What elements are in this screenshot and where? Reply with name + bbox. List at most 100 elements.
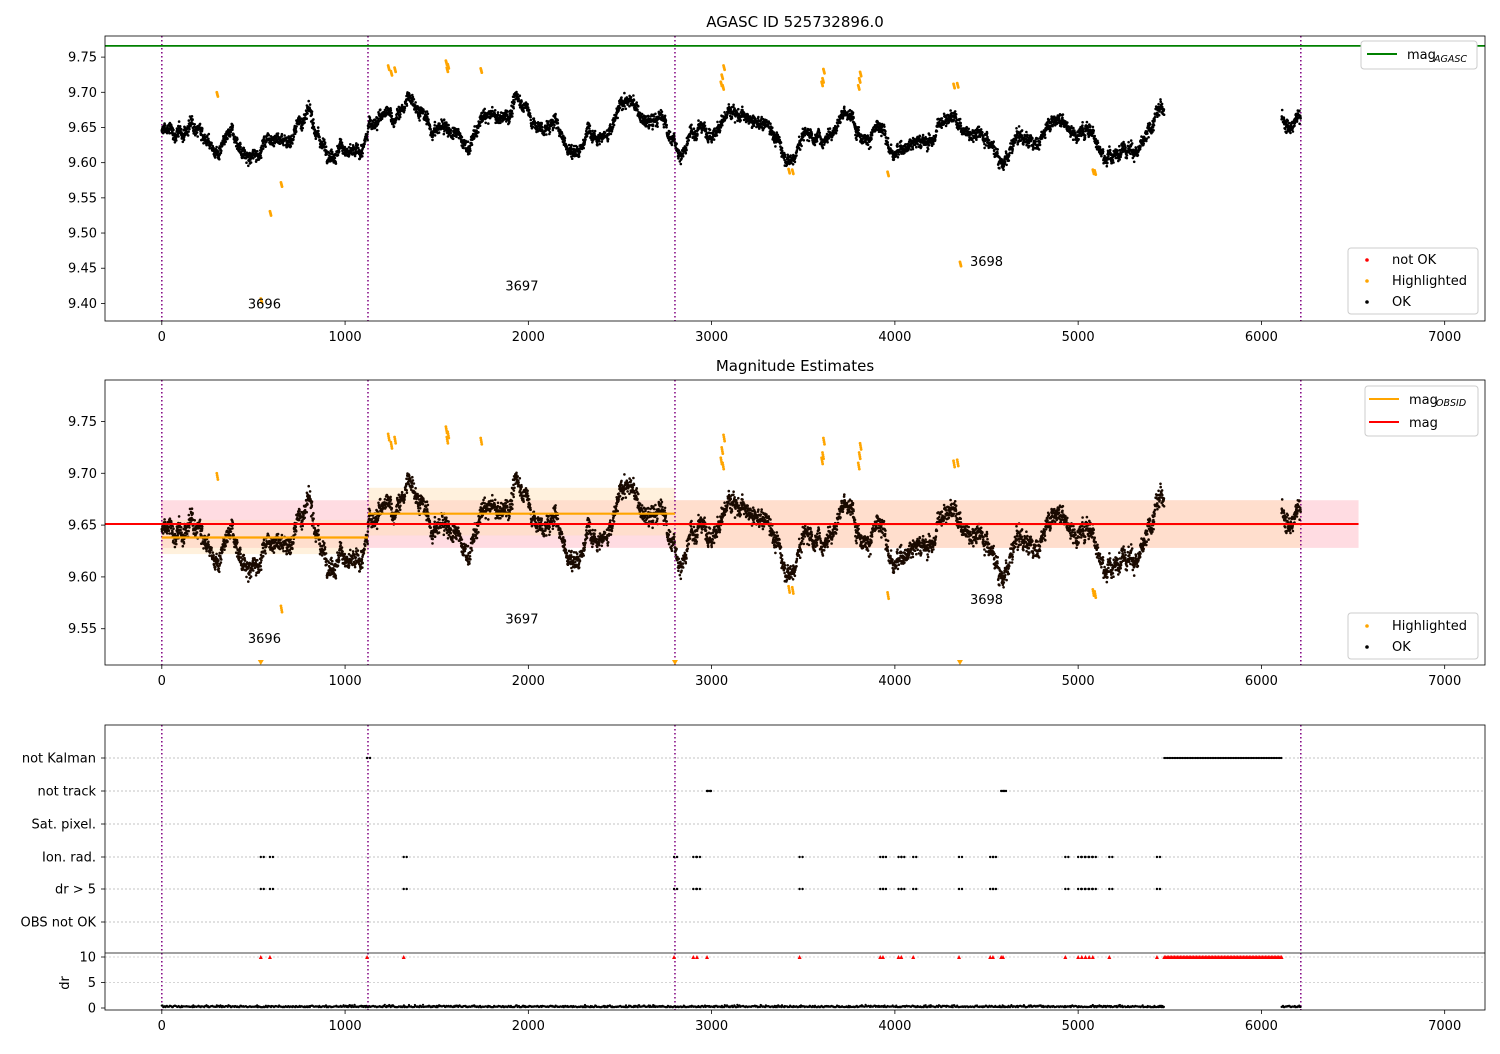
ok-point — [427, 118, 430, 121]
ok-point — [890, 143, 893, 146]
ok-point — [312, 122, 315, 125]
ok-point — [837, 125, 840, 128]
ok-point — [1126, 154, 1129, 157]
ok-point — [687, 139, 690, 142]
ok-point — [799, 148, 802, 151]
ok-point — [1130, 139, 1133, 142]
ok-point — [520, 100, 523, 103]
ok-point — [1081, 121, 1084, 124]
ok-point — [318, 136, 321, 139]
ok-point — [967, 128, 970, 131]
ok-point — [803, 139, 806, 142]
ok-point — [494, 109, 497, 112]
ok-point — [311, 110, 314, 113]
ok-point — [433, 124, 436, 127]
ok-point — [794, 161, 797, 164]
ok-point — [1025, 131, 1028, 134]
ok-point — [769, 122, 772, 125]
ok-point — [295, 127, 298, 130]
ok-point — [700, 131, 703, 134]
ok-point — [778, 136, 781, 139]
ok-point — [522, 110, 525, 113]
ok-point — [1062, 113, 1065, 116]
ok-point — [1004, 160, 1007, 163]
ok-point — [1048, 119, 1051, 122]
ok-point — [1102, 150, 1105, 153]
ok-point — [311, 113, 314, 116]
ok-point — [1116, 149, 1119, 152]
ok-point — [1092, 129, 1095, 132]
ok-point — [172, 129, 175, 132]
ok-point — [992, 140, 995, 143]
ok-point — [334, 157, 337, 160]
ok-point — [732, 104, 735, 107]
ok-point — [934, 139, 937, 142]
ok-point — [484, 122, 487, 125]
ok-point — [1139, 146, 1142, 149]
ok-point — [663, 126, 666, 129]
ok-point — [897, 156, 900, 159]
ok-point — [709, 129, 712, 132]
ok-point — [800, 145, 803, 148]
ok-point — [656, 125, 659, 128]
ok-point — [487, 122, 490, 125]
ok-point — [598, 143, 601, 146]
ok-point — [696, 133, 699, 136]
ok-point — [623, 92, 626, 95]
ok-point — [578, 155, 581, 158]
ok-point — [403, 109, 406, 112]
ok-point — [519, 94, 522, 97]
ok-point — [857, 129, 860, 132]
ok-point — [330, 148, 333, 151]
ok-point — [869, 146, 872, 149]
ok-point — [1074, 133, 1077, 136]
ok-point — [280, 135, 283, 138]
ok-point — [317, 130, 320, 133]
ok-point — [675, 142, 678, 145]
ok-point — [1009, 152, 1012, 155]
ok-point — [665, 126, 668, 129]
ok-point — [671, 144, 674, 147]
ok-point — [344, 146, 347, 149]
panel1-title: AGASC ID 525732896.0 — [706, 13, 884, 31]
ok-point — [188, 119, 191, 122]
ok-point — [932, 143, 935, 146]
ok-point — [250, 161, 253, 164]
ok-point — [534, 122, 537, 125]
ok-point — [1137, 154, 1140, 157]
ok-point — [835, 132, 838, 135]
ok-point — [1106, 165, 1109, 168]
ok-point — [704, 125, 707, 128]
ok-point — [335, 162, 338, 165]
ok-point — [203, 134, 206, 137]
ok-point — [685, 152, 688, 155]
ok-point — [1036, 137, 1039, 140]
ok-point — [554, 113, 557, 116]
ok-point — [898, 153, 901, 156]
ok-point — [828, 137, 831, 140]
ok-point — [610, 133, 613, 136]
ok-point — [399, 116, 402, 119]
ok-point — [1142, 142, 1145, 145]
ok-point — [506, 110, 509, 113]
ok-point — [1154, 116, 1157, 119]
ok-point — [891, 150, 894, 153]
ok-point — [884, 130, 887, 133]
ok-point — [179, 125, 182, 128]
ok-point — [268, 134, 271, 137]
ok-point — [1084, 136, 1087, 139]
ok-point — [710, 141, 713, 144]
ok-point — [680, 157, 683, 160]
ok-point — [429, 126, 432, 129]
ok-point — [450, 129, 453, 132]
ok-point — [366, 133, 369, 136]
ok-point — [830, 139, 833, 142]
ok-point — [191, 115, 194, 118]
ok-point — [613, 124, 616, 127]
ok-point — [564, 137, 567, 140]
ok-point — [1070, 125, 1073, 128]
ok-point — [202, 142, 205, 145]
ok-point — [325, 145, 328, 148]
ok-point — [951, 112, 954, 115]
ok-point — [540, 122, 543, 125]
